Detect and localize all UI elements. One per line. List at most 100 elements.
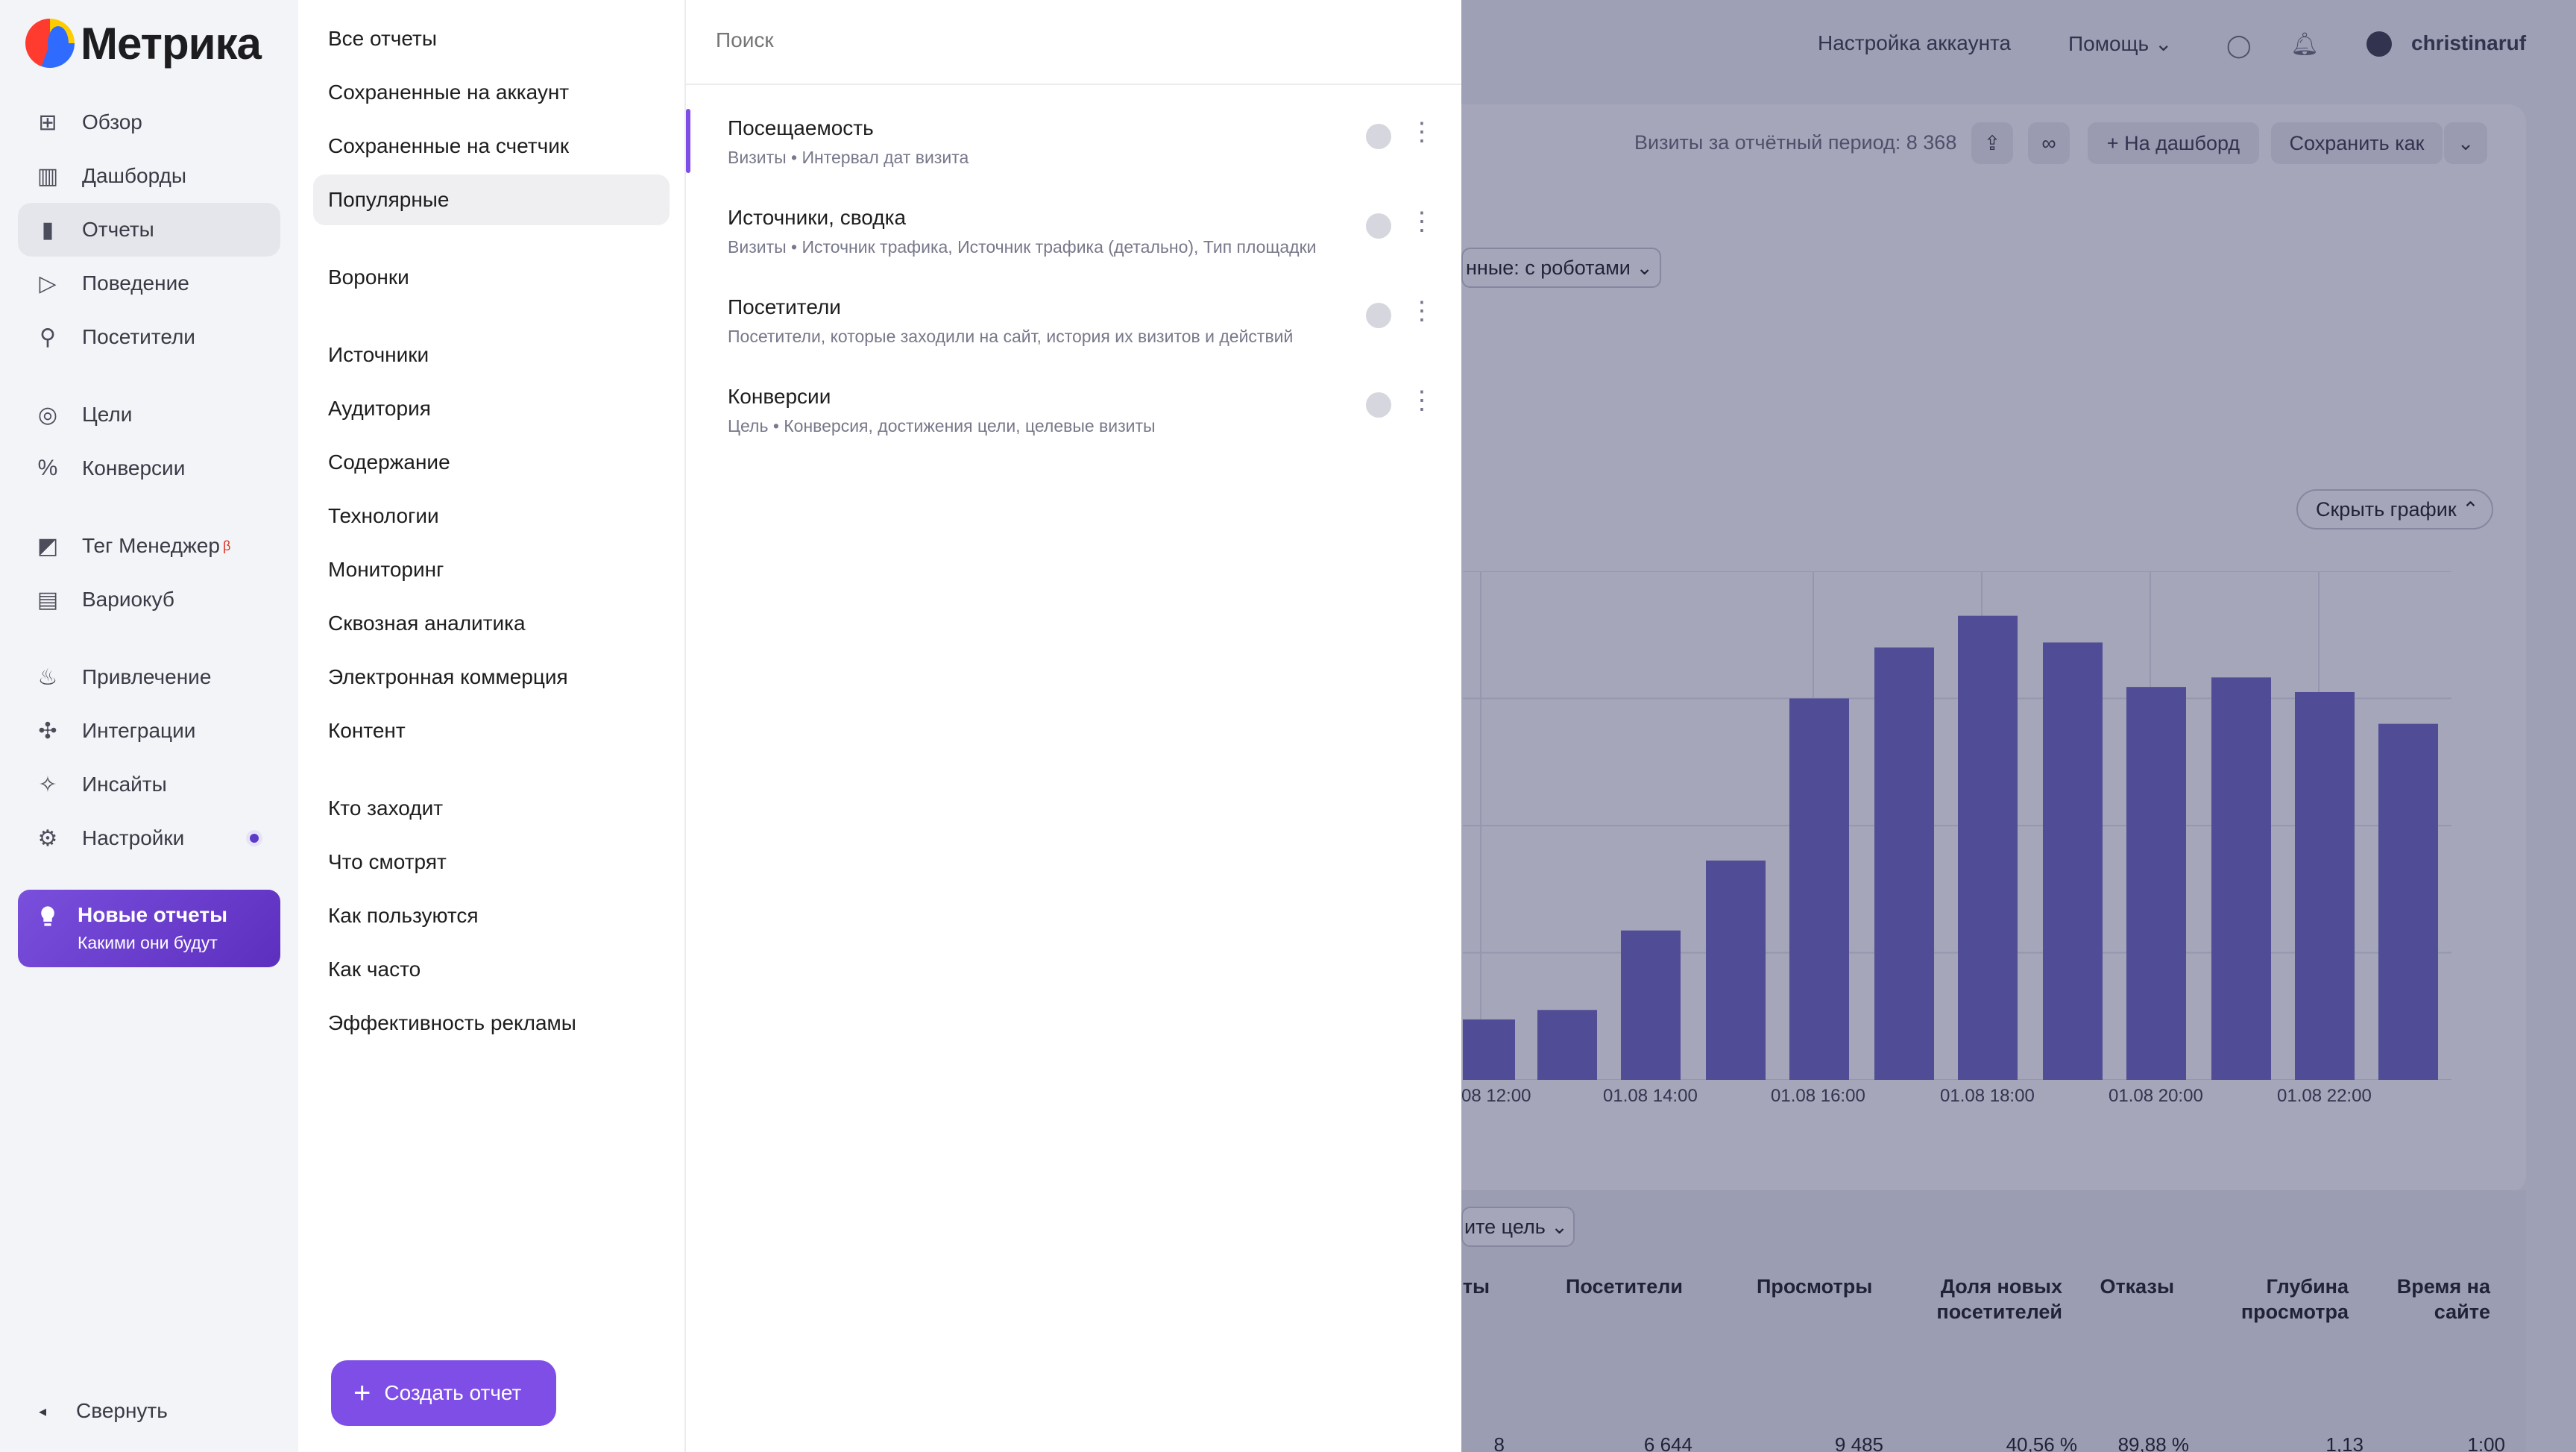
sidebar-item-9[interactable]: ♨ Привлечение (18, 650, 280, 704)
report-description: Визиты • Интервал дат визита (728, 148, 969, 167)
hide-chart-label: Скрыть график (2316, 498, 2457, 521)
account-settings-link[interactable]: Настройка аккаунта (1818, 31, 2012, 54)
submenu-item[interactable]: Как часто (328, 958, 421, 981)
collapse-sidebar-button[interactable]: ◂ Свернуть (39, 1399, 168, 1423)
submenu-item[interactable]: Воронки (328, 265, 409, 289)
new-reports-promo[interactable]: Новые отчеты Какими они будут (18, 890, 280, 967)
robots-filter-select[interactable]: нные: с роботами ⌄ (1461, 248, 1661, 288)
sidebar-item-11[interactable]: ✧ Инсайты (18, 758, 280, 811)
chart-bar[interactable] (1958, 615, 2018, 1080)
submenu-item[interactable]: Мониторинг (328, 558, 444, 581)
sidebar-item-6[interactable]: % Конверсии (18, 441, 280, 495)
sidebar-item-label: Привлечение (82, 665, 212, 688)
report-list-item[interactable]: Конверсии Цель • Конверсия, достижения це… (686, 377, 1461, 467)
chart-bar[interactable] (1621, 930, 1681, 1080)
submenu-item[interactable]: Популярные (313, 175, 670, 225)
report-type-icon (1366, 213, 1391, 239)
add-to-dashboard-button[interactable]: + На дашборд (2088, 122, 2259, 164)
submenu-item[interactable]: Источники (328, 343, 429, 366)
table-column-header[interactable]: Глубина просмотра (2240, 1275, 2349, 1323)
save-as-button[interactable]: Сохранить как (2271, 122, 2443, 164)
table-total-value: 40,56 % (2006, 1433, 2077, 1452)
submenu-item[interactable]: Сохраненные на счетчик (328, 134, 570, 157)
chart-bar[interactable] (1537, 1010, 1597, 1080)
chat-icon[interactable]: ◯ (2226, 34, 2252, 58)
submenu-item[interactable]: Контент (328, 719, 406, 742)
table-column-header[interactable]: Отказы (2100, 1275, 2174, 1298)
promo-title: Новые отчеты (78, 903, 228, 926)
submenu-item[interactable]: Эффективность рекламы (328, 1011, 576, 1034)
sidebar-item-label: Инсайты (82, 773, 167, 796)
hide-chart-button[interactable]: Скрыть график ⌃ (2296, 489, 2493, 529)
x-tick-label: 01.08 18:00 (1940, 1086, 2035, 1106)
table-total-value: 9 485 (1834, 1433, 1883, 1452)
chart-bar[interactable] (2043, 642, 2103, 1080)
submenu-item[interactable]: Технологии (328, 504, 439, 527)
report-list-item[interactable]: Посетители Посетители, которые заходили н… (686, 288, 1461, 377)
report-description: Цель • Конверсия, достижения цели, целев… (728, 416, 1156, 436)
submenu-item[interactable]: Что смотрят (328, 850, 447, 873)
submenu-item[interactable]: Все отчеты (328, 27, 437, 50)
table-column-header[interactable]: Время на сайте (2396, 1275, 2490, 1323)
create-report-button[interactable]: + Создать отчет (331, 1360, 556, 1426)
save-as-dropdown[interactable]: ⌄ (2444, 122, 2487, 164)
chart-bar[interactable] (1789, 698, 1849, 1081)
create-report-label: Создать отчет (384, 1381, 522, 1404)
more-options-icon[interactable]: ⋮ (1409, 386, 1435, 415)
more-options-icon[interactable]: ⋮ (1409, 207, 1435, 236)
sidebar-item-10[interactable]: ✣ Интеграции (18, 704, 280, 758)
visits-bar-chart (1463, 571, 2451, 1080)
table-column-header[interactable]: Посетители (1566, 1275, 1684, 1298)
sidebar-item-label: Вариокуб (82, 588, 174, 611)
metrika-logo[interactable]: Метрика (25, 19, 262, 69)
goal-select[interactable]: ите цель ⌄ (1461, 1207, 1575, 1247)
report-search-input[interactable] (716, 22, 1387, 58)
table-area (1461, 1190, 2526, 1452)
more-options-icon[interactable]: ⋮ (1409, 297, 1435, 325)
submenu-item[interactable]: Сохраненные на аккаунт (328, 81, 570, 104)
submenu-item[interactable]: Содержание (328, 450, 450, 474)
x-tick-label: 01.08 14:00 (1603, 1086, 1698, 1106)
sidebar-item-5[interactable]: ◎ Цели (18, 388, 280, 441)
table-column-header[interactable]: Просмотры (1757, 1275, 1873, 1298)
table-total-value: 89,88 % (2117, 1433, 2189, 1452)
submenu-item[interactable]: Как пользуются (328, 904, 479, 927)
table-column-header[interactable]: Доля новых посетителей (1936, 1275, 2062, 1323)
submenu-item[interactable]: Сквозная аналитика (328, 612, 526, 635)
chevron-left-icon: ◂ (39, 1403, 47, 1420)
sidebar-item-0[interactable]: ⊞ Обзор (18, 95, 280, 149)
sidebar-item-label: Посетители (82, 325, 195, 348)
avatar[interactable] (2366, 31, 2392, 57)
chart-bar[interactable] (1463, 1019, 1515, 1080)
sidebar-item-4[interactable]: ⚲ Посетители (18, 310, 280, 364)
report-type-icon (1366, 392, 1391, 418)
chart-bar[interactable] (2211, 677, 2271, 1080)
report-list-item[interactable]: Источники, сводка Визиты • Источник трафи… (686, 198, 1461, 288)
more-options-icon[interactable]: ⋮ (1409, 118, 1435, 146)
sidebar-item-1[interactable]: ▥ Дашборды (18, 149, 280, 203)
export-button[interactable]: ⇪ (1971, 122, 2013, 164)
username[interactable]: christinaruf (2411, 31, 2527, 54)
chart-bar[interactable] (2295, 691, 2355, 1080)
sidebar-item-3[interactable]: ▷ Поведение (18, 257, 280, 310)
sidebar-item-8[interactable]: ▤ Вариокуб (18, 573, 280, 626)
plus-icon: + (2106, 131, 2119, 154)
share-button[interactable]: ∞ (2028, 122, 2070, 164)
help-menu[interactable]: Помощь ⌄ (2068, 31, 2172, 56)
sidebar-item-7[interactable]: ◩ Тег Менеджер β (18, 519, 280, 573)
submenu-item[interactable]: Электронная коммерция (328, 665, 568, 688)
chart-bar[interactable] (1706, 860, 1766, 1080)
chart-bar[interactable] (1874, 647, 1934, 1080)
bell-icon[interactable]: 🔔︎ (2290, 32, 2320, 57)
sidebar-item-2[interactable]: ▮ Отчеты (18, 203, 280, 257)
submenu-item[interactable]: Аудитория (328, 397, 431, 420)
chart-bar[interactable] (2126, 687, 2186, 1080)
table-total-value: 6 644 (1643, 1433, 1692, 1452)
table-column-header[interactable]: ты (1462, 1275, 1490, 1298)
report-list-item[interactable]: Посещаемость Визиты • Интервал дат визита… (686, 109, 1461, 198)
sidebar-item-label: Настройки (82, 826, 185, 849)
sidebar-item-label: Отчеты (82, 218, 154, 241)
submenu-item[interactable]: Кто заходит (328, 796, 444, 820)
chart-bar[interactable] (2378, 723, 2438, 1080)
sidebar-item-12[interactable]: ⚙ Настройки (18, 811, 280, 865)
